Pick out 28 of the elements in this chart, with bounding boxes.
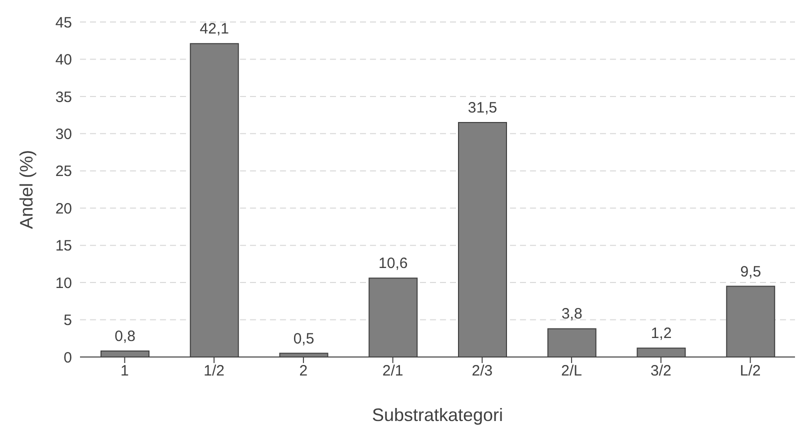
y-tick-label: 10 bbox=[55, 274, 72, 292]
y-tick-label: 35 bbox=[55, 88, 72, 106]
data-label: 9,5 bbox=[740, 263, 762, 280]
y-tick-label: 25 bbox=[55, 163, 72, 180]
x-tick-label: 2 bbox=[299, 362, 308, 380]
y-tick-label: 45 bbox=[55, 14, 72, 32]
x-tick-label: 1 bbox=[120, 362, 129, 380]
y-tick-label: 15 bbox=[55, 238, 72, 255]
x-tick-label: L/2 bbox=[740, 362, 761, 380]
data-label: 10,6 bbox=[378, 255, 408, 272]
data-label: 0,8 bbox=[114, 328, 136, 346]
data-label: 3,8 bbox=[561, 306, 582, 323]
y-tick-label: 40 bbox=[55, 52, 72, 69]
y-tick-label: 5 bbox=[64, 312, 72, 330]
x-tick-label: 2/L bbox=[561, 362, 582, 380]
y-axis-title: Andel (%) bbox=[16, 150, 36, 230]
data-label: 42,1 bbox=[200, 20, 229, 38]
y-tick-label: 0 bbox=[64, 349, 72, 366]
x-axis-title: Substratkategori bbox=[372, 405, 504, 425]
data-label: 31,5 bbox=[468, 100, 498, 116]
y-tick-label: 20 bbox=[55, 200, 72, 218]
x-tick-label: 2/1 bbox=[382, 362, 404, 380]
data-label: 1,2 bbox=[650, 325, 672, 342]
data-label: 0,5 bbox=[293, 330, 314, 348]
x-tick-label: 2/3 bbox=[472, 362, 493, 380]
x-tick-label: 1/2 bbox=[204, 362, 224, 380]
y-tick-label: 30 bbox=[55, 126, 72, 143]
x-tick-label: 3/2 bbox=[650, 362, 672, 380]
